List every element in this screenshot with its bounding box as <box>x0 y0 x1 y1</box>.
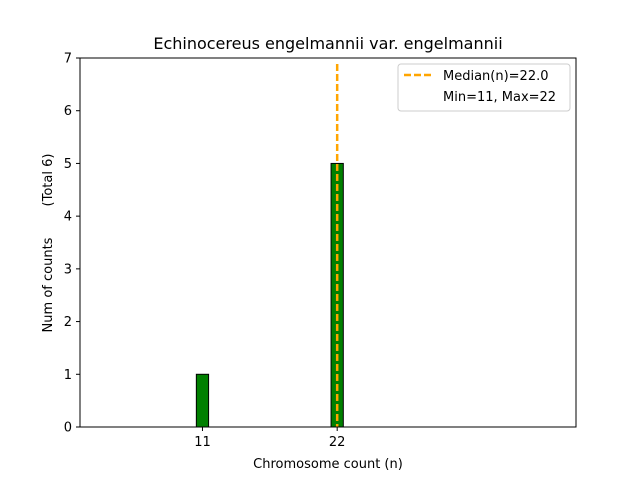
y-axis-ticks: 0 1 2 3 4 5 6 7 <box>64 52 80 436</box>
y-tick-label: 7 <box>64 52 72 67</box>
bar-11 <box>195 373 210 428</box>
y-axis-label: Num of counts <box>41 237 56 332</box>
x-axis-label: Chromosome count (n) <box>253 457 403 472</box>
legend-median-label: Median(n)=22.0 <box>443 69 549 84</box>
y-axis-total-label: (Total 6) <box>41 154 56 207</box>
y-tick-label: 6 <box>64 104 72 119</box>
x-tick-label: 11 <box>194 435 211 450</box>
chart-title: Echinocereus engelmannii var. engelmanni… <box>153 34 502 53</box>
x-axis-ticks: 11 22 <box>194 427 345 450</box>
y-tick-label: 4 <box>64 210 72 225</box>
y-tick-label: 2 <box>64 315 72 330</box>
bars-group <box>195 162 344 428</box>
plot-frame <box>79 57 577 428</box>
legend-box <box>397 63 571 112</box>
y-tick-label: 5 <box>64 157 72 172</box>
y-tick-label: 0 <box>64 421 72 436</box>
y-tick-label: 1 <box>64 368 72 383</box>
y-tick-label: 3 <box>64 262 72 277</box>
legend-range-label: Min=11, Max=22 <box>443 90 556 105</box>
legend: Median(n)=22.0 Min=11, Max=22 <box>397 63 571 112</box>
x-tick-label: 22 <box>329 435 346 450</box>
